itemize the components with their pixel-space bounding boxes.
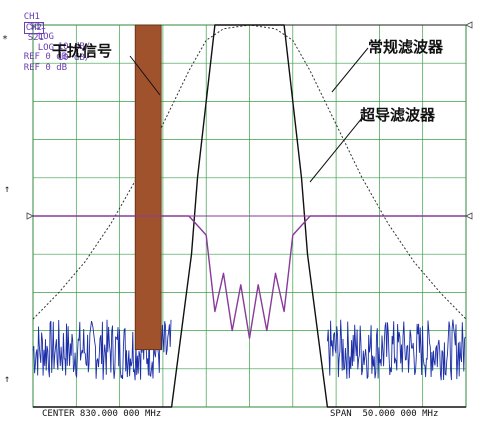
leader-superconducting	[309, 117, 363, 183]
star-marker: *	[2, 34, 9, 45]
arrow-marker-mid: ↑	[4, 184, 11, 195]
ch1-channel: CH1	[23, 12, 40, 22]
annotation-interference: 干扰信号	[52, 42, 113, 60]
header-ch2: CH2 S21 LOG 10 dB/ REF 0 dB	[2, 13, 90, 83]
series-3-line	[33, 215, 466, 339]
ch1-format: LOG	[37, 32, 54, 42]
ref-marker-left	[26, 212, 34, 220]
ch2-ref: REF 0 dB	[23, 63, 68, 73]
ch1-scale: 10 dB/	[57, 42, 91, 52]
ch1-param: S11	[29, 22, 46, 32]
ref-marker-top	[465, 21, 473, 29]
ch1-ref: REF 0 dB	[23, 52, 68, 62]
ch2-param: S21	[27, 33, 44, 43]
series-2-line	[33, 24, 466, 408]
ch2-channel: CH2	[23, 22, 44, 34]
footer-span: SPAN 50.000 000 MHz	[330, 409, 439, 419]
annotation-conventional: 常规滤波器	[368, 38, 444, 56]
series-4-segment-1	[32, 319, 172, 381]
leader-conventional	[331, 47, 369, 93]
series-5-band	[134, 24, 162, 351]
header-ch1: CH1 S11 LOG 10 dB/ REF 0 dB	[2, 2, 91, 72]
annotation-superconducting: 超导滤波器	[360, 106, 436, 124]
footer-center: CENTER 830.000 000 MHz	[42, 409, 162, 419]
overlay	[26, 21, 473, 220]
ch2-scale: 10 dB/	[57, 53, 91, 63]
arrow-marker-low: ↑	[4, 374, 11, 385]
ch2-format: LOG	[37, 43, 54, 53]
ref-marker-right	[465, 212, 473, 220]
series-4-segment-2	[326, 319, 466, 381]
leader-interference	[129, 55, 161, 96]
